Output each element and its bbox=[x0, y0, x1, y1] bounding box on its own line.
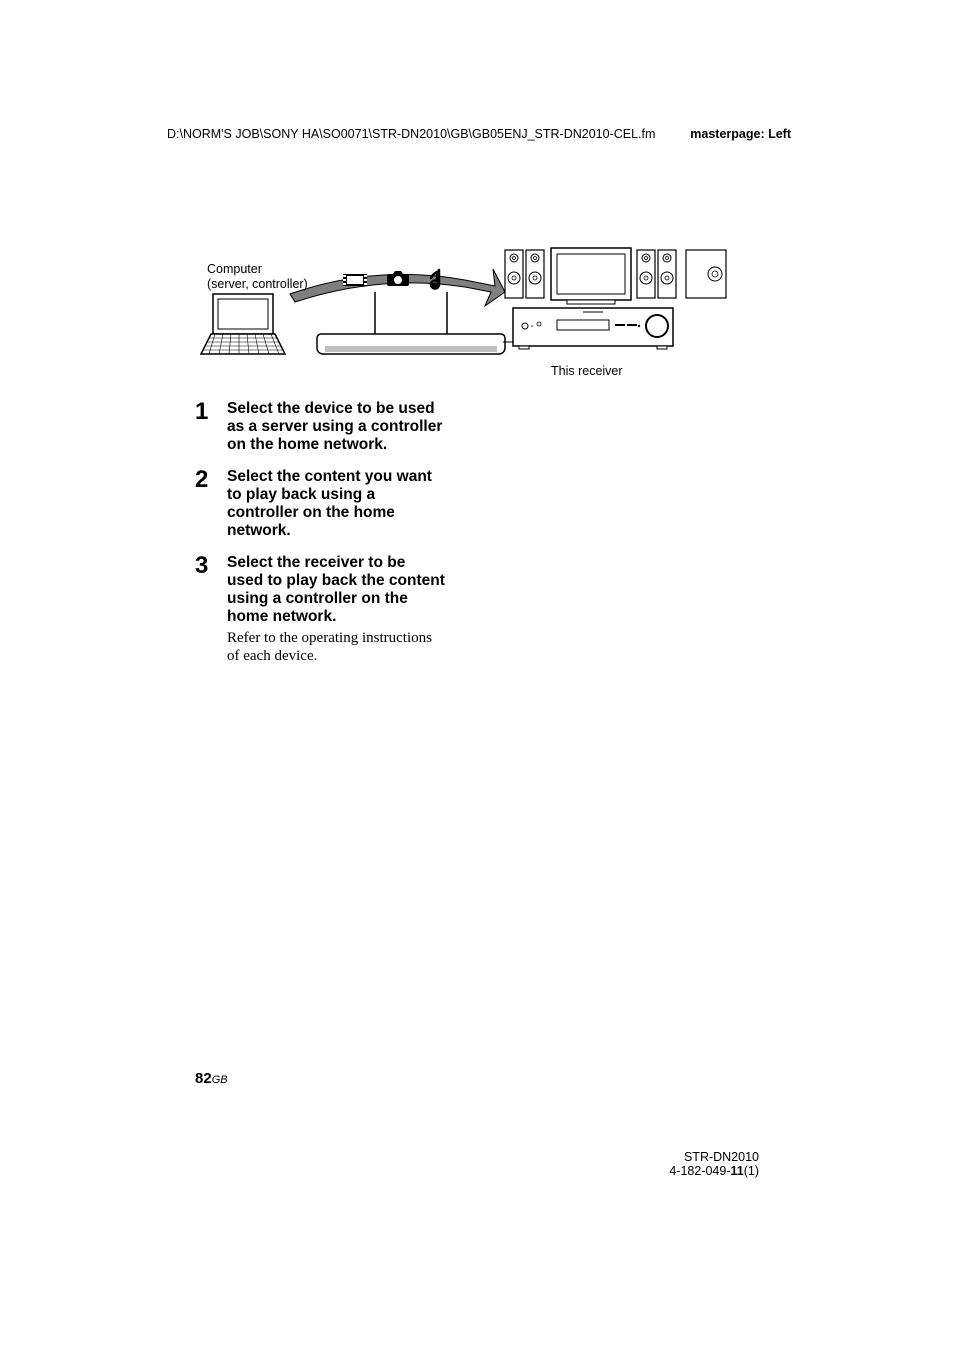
tv-icon bbox=[551, 248, 631, 304]
speaker-left-icon bbox=[505, 250, 544, 298]
content-arrow-icon bbox=[290, 269, 505, 306]
receiver-caption: This receiver bbox=[551, 364, 623, 378]
step-title: Select the device to be used as a server… bbox=[227, 400, 445, 454]
step-number: 1 bbox=[195, 400, 213, 454]
step-title: Select the content you want to play back… bbox=[227, 468, 445, 540]
footer-model: STR-DN2010 bbox=[669, 1150, 759, 1164]
masterpage-label: masterpage: Left bbox=[690, 128, 791, 141]
page-number: 82GB bbox=[195, 1070, 228, 1088]
receiver-icon bbox=[513, 308, 673, 349]
footer-doc-prefix: 4-182-049- bbox=[669, 1164, 730, 1178]
network-diagram: Computer (server, controller) This recei… bbox=[195, 234, 755, 384]
footer-doc-bold: 11 bbox=[731, 1164, 744, 1178]
step-item: 3 Select the receiver to be used to play… bbox=[195, 554, 445, 665]
footer-doc: 4-182-049-11(1) bbox=[669, 1164, 759, 1178]
footer-doc-suffix: (1) bbox=[744, 1164, 759, 1178]
file-path: D:\NORM'S JOB\SONY HA\SO0071\STR-DN2010\… bbox=[167, 128, 655, 141]
step-text: Refer to the operating instructions of e… bbox=[227, 629, 445, 665]
step-title: Select the receiver to be used to play b… bbox=[227, 554, 445, 626]
step-number: 3 bbox=[195, 554, 213, 665]
page-header: D:\NORM'S JOB\SONY HA\SO0071\STR-DN2010\… bbox=[167, 128, 791, 141]
subwoofer-icon bbox=[686, 250, 726, 298]
laptop-icon bbox=[201, 294, 285, 354]
step-number: 2 bbox=[195, 468, 213, 540]
steps-list: 1 Select the device to be used as a serv… bbox=[195, 400, 445, 679]
computer-caption-line1: Computer bbox=[207, 262, 308, 277]
page-number-suffix: GB bbox=[212, 1074, 228, 1086]
page-footer: STR-DN2010 4-182-049-11(1) bbox=[669, 1150, 759, 1178]
page-number-value: 82 bbox=[195, 1070, 212, 1087]
manual-page: D:\NORM'S JOB\SONY HA\SO0071\STR-DN2010\… bbox=[0, 0, 954, 1350]
router-icon bbox=[317, 292, 505, 354]
computer-caption: Computer (server, controller) bbox=[207, 262, 308, 292]
step-item: 2 Select the content you want to play ba… bbox=[195, 468, 445, 540]
step-item: 1 Select the device to be used as a serv… bbox=[195, 400, 445, 454]
computer-caption-line2: (server, controller) bbox=[207, 277, 308, 292]
speaker-right-icon bbox=[637, 250, 676, 298]
